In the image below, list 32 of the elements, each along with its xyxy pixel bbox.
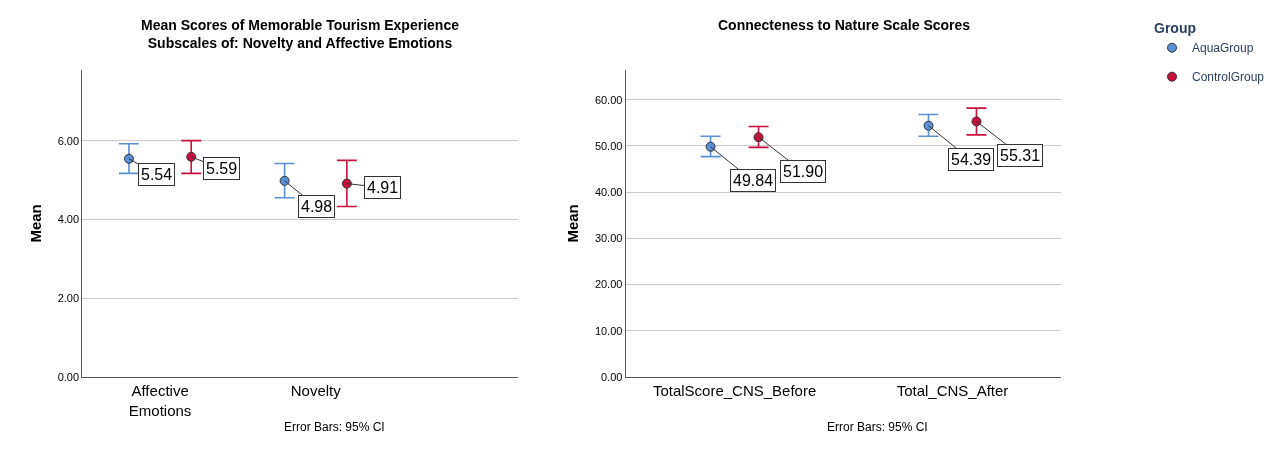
data-label: 5.59 (206, 160, 238, 177)
y-tick-label: 20.00 (594, 278, 623, 291)
data-label: 4.98 (301, 198, 333, 215)
y-tick-label: 0.00 (601, 370, 623, 383)
y-tick-label: 4.00 (57, 213, 80, 226)
legend-label: ControlGroup (1192, 70, 1265, 85)
y-axis-title: Mean (26, 204, 44, 243)
chart-title: Connecteness to Nature Scale Scores (718, 17, 971, 33)
x-tick-label: Total_CNS_After (896, 382, 1009, 400)
x-tick-label: TotalScore_CNS_Before (652, 382, 817, 400)
data-label: 51.90 (783, 163, 824, 180)
y-tick-label: 30.00 (594, 232, 623, 245)
y-axis-title: Mean (564, 204, 582, 243)
y-tick-label: 6.00 (57, 134, 80, 147)
legend-title: Group (1154, 20, 1196, 37)
data-label: 49.84 (733, 172, 774, 189)
legend-label: AquaGroup (1192, 41, 1254, 56)
y-tick-label: 60.00 (594, 93, 623, 106)
y-tick-label: 0.00 (57, 370, 80, 383)
y-tick-label: 50.00 (594, 139, 623, 152)
chart-title: Mean Scores of Memorable Tourism Experience Subscales of: Novelty and Affective Emotions (141, 17, 460, 52)
text: Error Bars: 95% CI (284, 420, 385, 434)
data-label: 55.31 (1000, 147, 1041, 164)
y-tick-label: 10.00 (594, 324, 623, 337)
x-tick-label: Affective Emotions (128, 382, 192, 419)
x-tick-label: Novelty (290, 382, 342, 400)
data-label: 5.54 (141, 166, 173, 183)
text: Error Bars: 95% CI (827, 420, 928, 434)
y-tick-label: 2.00 (57, 292, 80, 305)
y-tick-label: 40.00 (594, 186, 623, 199)
data-label: 4.91 (367, 179, 399, 196)
data-label: 54.39 (951, 151, 992, 168)
